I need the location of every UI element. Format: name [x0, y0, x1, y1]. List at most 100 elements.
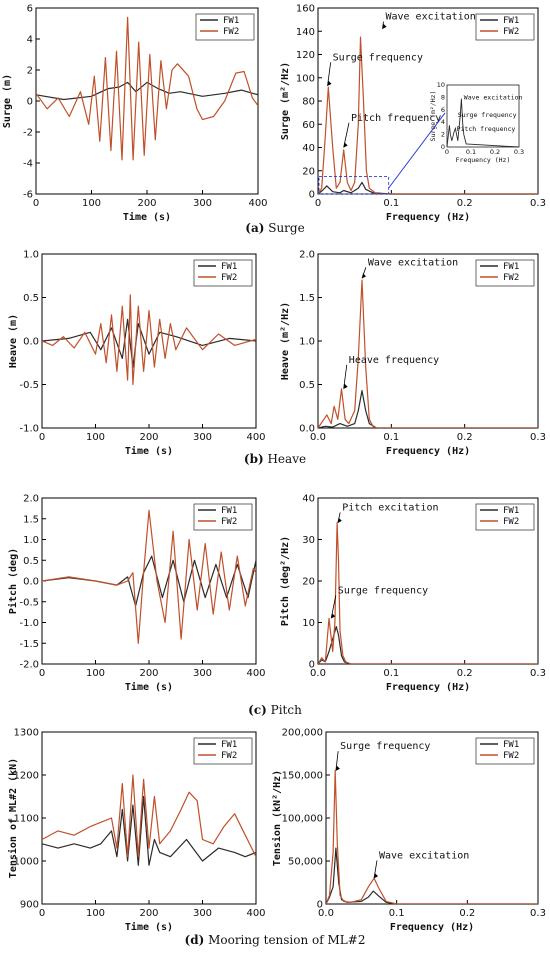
legend-label-FW2: FW2 — [503, 27, 519, 37]
y-tick-label: 0 — [27, 97, 33, 108]
y-tick-label: 100 — [296, 73, 315, 84]
x-tick-label: 100 — [86, 908, 105, 919]
y-tick-label: 0.5 — [299, 380, 315, 391]
x-tick-label: 0.0 — [310, 668, 326, 679]
y-axis-label: Surge (m²/Hz) — [280, 62, 291, 140]
y-axis-label: Heave (m²/Hz) — [280, 302, 291, 380]
series-line-FW2 — [42, 509, 256, 644]
y-tick-label: 40 — [302, 494, 315, 505]
annotation-arrowhead — [374, 873, 379, 879]
x-axis-label: Frequency (Hz) — [390, 922, 474, 933]
y-tick-label: 1.0 — [23, 250, 39, 261]
y-tick-label: 30 — [302, 535, 315, 546]
annotation-label: Surge frequency — [338, 585, 428, 596]
y-tick-label: 6 — [27, 4, 33, 15]
y-tick-label: 0 — [309, 190, 315, 201]
chart-tension_spec: 0.0 0.1 0.2 0.3 0 50,000 100,000 150,000 200,000… — [271, 728, 546, 934]
x-tick-label: 100 — [82, 198, 101, 209]
x-tick-label: 0.3 — [530, 198, 546, 209]
x-tick-label: 0.3 — [530, 432, 546, 443]
y-axis-label: Pitch (deg²/Hz) — [279, 536, 291, 626]
series-line-FW2 — [318, 522, 538, 664]
x-tick-label: 0.1 — [383, 198, 399, 209]
x-tick-label: 0.0 — [310, 432, 326, 443]
caption-text: Pitch — [267, 703, 302, 717]
inset-annotation-label: Wave excitation — [464, 93, 523, 101]
x-axis-label: Frequency (Hz) — [386, 212, 470, 223]
inset-y-tick-label: 6 — [441, 106, 445, 114]
y-tick-label: -1.5 — [19, 639, 39, 650]
annotation-label: Pitch frequency — [351, 113, 441, 124]
y-tick-label: -4 — [23, 159, 33, 170]
x-tick-label: 400 — [246, 668, 265, 679]
annotation-arrowhead — [343, 142, 348, 148]
caption-0: (a) Surge — [245, 221, 304, 235]
x-tick-label: 300 — [193, 908, 212, 919]
caption-2: (c) Pitch — [248, 703, 302, 717]
legend-label-FW1: FW1 — [503, 16, 519, 26]
x-tick-label: 0.3 — [530, 668, 546, 679]
chart-tension_time: 0 100 200 300 400 900 1000 1100 1200 1300 Time (s)… — [7, 728, 266, 934]
series-line-FW2 — [318, 279, 538, 428]
annotation-label: Surge frequency — [333, 52, 423, 63]
inset-annotation-label: Pitch frequency — [457, 125, 516, 133]
x-tick-label: 200 — [139, 432, 158, 443]
legend-label-FW1: FW1 — [223, 16, 239, 26]
caption-text: Mooring tension of ML#2 — [204, 933, 365, 947]
x-tick-label: 400 — [246, 432, 265, 443]
x-axis-label: Time (s) — [123, 211, 171, 223]
chart-surge_time: 0 100 200 300 400 -6 -4 -2 0 2 4 6 Time (s) Surge (m)… — [2, 4, 268, 224]
series-line-FW1 — [318, 181, 538, 194]
legend-label-FW2: FW2 — [503, 751, 519, 761]
caption-label: (c) — [248, 703, 267, 717]
series-line-FW2 — [42, 774, 256, 858]
legend-box — [475, 503, 535, 531]
y-tick-label: -0.5 — [19, 380, 39, 391]
y-tick-label: 1.0 — [23, 535, 39, 546]
y-tick-label: 140 — [296, 27, 315, 38]
legend-label-FW2: FW2 — [223, 27, 239, 37]
y-tick-label: 2.0 — [299, 250, 315, 261]
y-tick-label: -2 — [23, 128, 33, 139]
annotation-label: Heave frequency — [349, 355, 439, 366]
inset-chart: 0 0.1 0.2 0.3 0 2 4 6 8 10 Frequency (Hz) Surge (m²… — [429, 81, 524, 164]
x-axis-label: Time (s) — [125, 681, 173, 693]
y-tick-label: 1.5 — [23, 514, 39, 525]
legend-box — [475, 259, 535, 287]
legend-label-FW1: FW1 — [503, 262, 519, 272]
annotation-arrowhead — [327, 80, 332, 86]
annotation-label: Wave excitation — [379, 850, 469, 861]
legend-label-FW2: FW2 — [221, 273, 237, 283]
y-tick-label: -1.0 — [19, 618, 39, 629]
y-tick-label: 40 — [302, 143, 315, 154]
caption-label: (d) — [185, 933, 205, 947]
chart-surge_spec: 0 0.1 0.2 0.3020406080100120140160Frequency… — [280, 4, 546, 224]
x-tick-label: 200 — [139, 668, 158, 679]
annotation-label: Wave excitation — [368, 257, 458, 268]
caption-3: (d) Mooring tension of ML#2 — [185, 933, 366, 947]
inset-y-tick-label: 2 — [441, 131, 445, 139]
legend-label-FW2: FW2 — [221, 517, 237, 527]
x-tick-label: 300 — [193, 198, 212, 209]
caption-label: (a) — [245, 221, 264, 235]
legend-label-FW1: FW1 — [503, 740, 519, 750]
series-line-FW1 — [36, 81, 258, 101]
legend-label-FW1: FW1 — [221, 740, 237, 750]
y-tick-label: 160 — [296, 4, 315, 15]
x-tick-label: 0 — [33, 198, 39, 209]
annotation-arrow — [335, 751, 339, 771]
chart-heave_spec: 0.0 0.1 0.2 0.3 0.0 0.5 1.0 1.5 2.0 Frequency (Hz… — [280, 250, 546, 458]
x-tick-label: 400 — [246, 908, 265, 919]
legend-label-FW1: FW1 — [503, 506, 519, 516]
y-tick-label: 80 — [302, 97, 315, 108]
y-tick-label: 0.0 — [299, 424, 315, 435]
y-tick-label: 1300 — [14, 728, 39, 739]
series-line-FW2 — [42, 294, 256, 386]
x-tick-label: 0 — [39, 432, 45, 443]
series-line-FW1 — [42, 555, 256, 607]
